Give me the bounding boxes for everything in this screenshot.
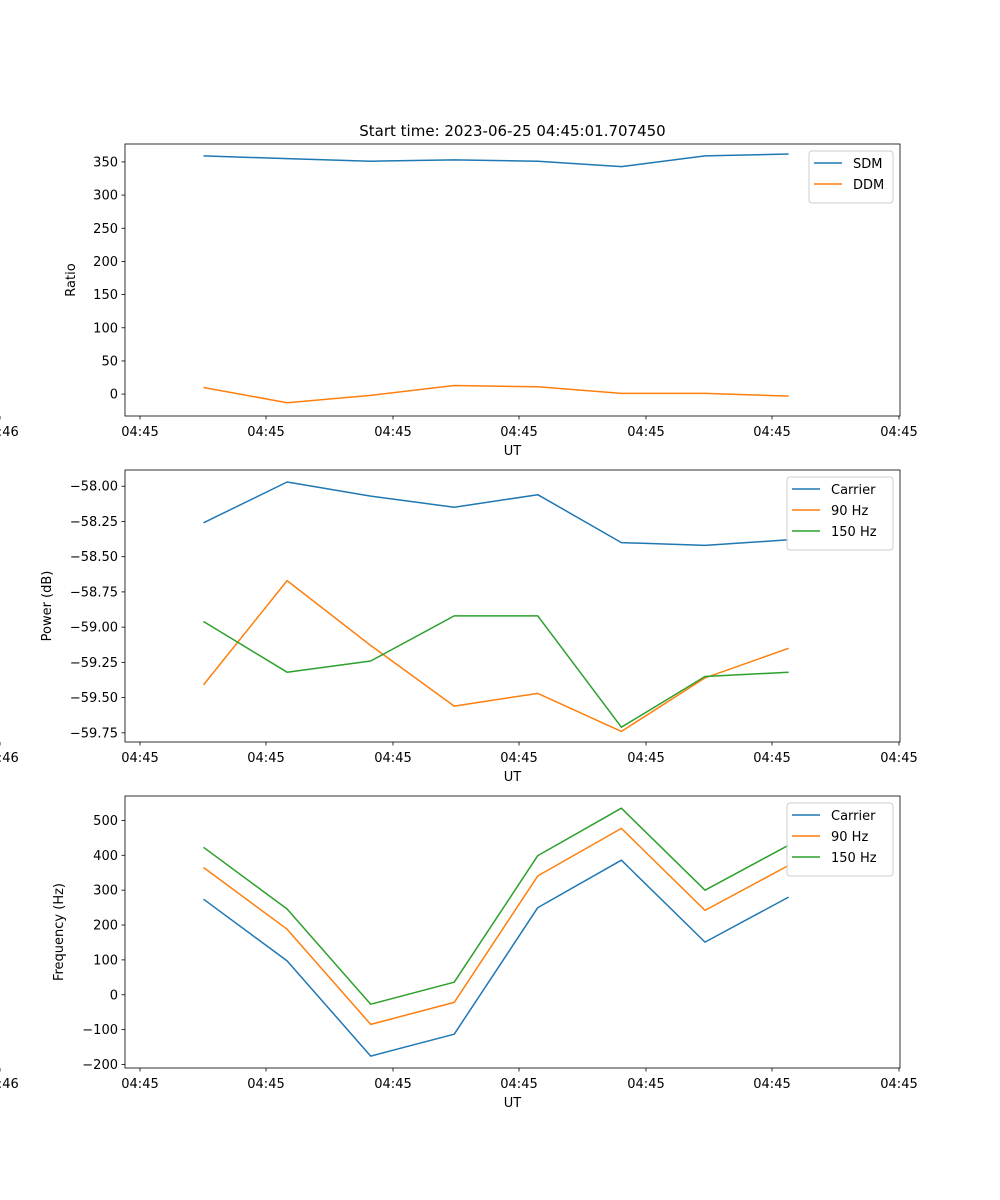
y-tick-label: 100 — [93, 953, 118, 968]
y-tick-label: 50 — [101, 354, 118, 369]
legend-label: Carrier — [831, 809, 876, 824]
series-line-2 — [202, 579, 789, 733]
y-tick-label: −100 — [82, 1023, 118, 1038]
y-tick-label: −58.00 — [70, 480, 118, 495]
series-line-1 — [203, 859, 789, 1057]
y-tick-label: 100 — [93, 321, 118, 336]
y-tick-label: 300 — [93, 884, 118, 899]
y-tick-label: −58.25 — [70, 515, 118, 530]
x-tick-label: 04:45 — [753, 1077, 790, 1092]
y-tick-label: 200 — [93, 919, 118, 934]
y-tick-label: 350 — [93, 155, 118, 170]
series-line-3 — [203, 807, 789, 1005]
x-tick-label: 04:46 — [0, 425, 19, 440]
y-axis-label: Ratio — [64, 263, 79, 296]
x-tick-label: 04:45 — [247, 1077, 284, 1092]
y-tick-label: 200 — [93, 255, 118, 270]
y-tick-label: 0 — [110, 388, 118, 403]
legend-label: 90 Hz — [831, 830, 868, 845]
x-tick-label: 04:45 — [500, 751, 537, 766]
x-tick-label: 04:45 — [121, 425, 158, 440]
y-tick-label: −59.50 — [70, 691, 118, 706]
y-axis-label: Frequency (Hz) — [52, 883, 67, 981]
x-tick-label: 04:45 — [880, 751, 917, 766]
legend-label: 90 Hz — [831, 504, 868, 519]
legend-label: 150 Hz — [831, 851, 877, 866]
y-tick-label: 150 — [93, 288, 118, 303]
subplot-1: 04:45 04:45 04:45 04:45 04:45 04:45 04:45 04:46… — [0, 143, 918, 459]
x-tick-label: 04:45 — [753, 425, 790, 440]
x-tick-label: 04:45 — [627, 425, 664, 440]
x-tick-label: 04:46 — [0, 751, 19, 766]
series-line-1 — [203, 153, 789, 168]
y-tick-label: 0 — [110, 988, 118, 1003]
x-tick-label: 04:45 — [374, 425, 411, 440]
x-tick-label: 04:45 — [880, 1077, 917, 1092]
x-axis-label: UT — [504, 770, 522, 785]
subplots: 04:45 04:45 04:45 04:45 04:45 04:45 04:45 04:46… — [0, 143, 918, 1111]
x-tick-label: 04:45 — [374, 751, 411, 766]
x-tick-label: 04:45 — [247, 751, 284, 766]
x-axis-label: UT — [504, 444, 522, 459]
legend-box — [808, 150, 894, 204]
x-tick-label: 04:45 — [880, 425, 917, 440]
axes-frame — [124, 795, 901, 1069]
x-tick-label: 04:46 — [0, 1077, 19, 1092]
subplot-2: 04:45 04:45 04:45 04:45 04:45 04:45 04:45 04:46… — [0, 469, 918, 785]
x-tick-label: 04:45 — [121, 1077, 158, 1092]
x-tick-label: 04:45 — [121, 751, 158, 766]
legend-label: DDM — [853, 178, 884, 193]
x-tick-label: 04:45 — [627, 1077, 664, 1092]
y-tick-label: −58.75 — [70, 585, 118, 600]
y-tick-label: −59.25 — [70, 656, 118, 671]
x-tick-label: 04:45 — [374, 1077, 411, 1092]
x-axis-label: UT — [504, 1096, 522, 1111]
y-tick-label: −59.00 — [70, 621, 118, 636]
series-line-2 — [203, 384, 789, 404]
legend-label: Carrier — [831, 483, 876, 498]
x-tick-label: 04:45 — [753, 751, 790, 766]
y-axis-label: Power (dB) — [40, 571, 55, 642]
legend: Carrier 90 Hz 150 Hz — [786, 476, 894, 551]
x-tick-label: 04:45 — [500, 1077, 537, 1092]
y-tick-label: 400 — [93, 849, 118, 864]
x-tick-label: 04:45 — [500, 425, 537, 440]
y-tick-label: 250 — [93, 222, 118, 237]
x-tick-label: 04:45 — [247, 425, 284, 440]
legend-label: SDM — [853, 157, 882, 172]
legend: SDM DDM — [808, 150, 894, 204]
legend-label: 150 Hz — [831, 525, 877, 540]
y-tick-label: −200 — [82, 1058, 118, 1073]
axes-frame — [124, 469, 901, 743]
y-tick-label: −58.50 — [70, 550, 118, 565]
series-line-2 — [203, 827, 789, 1026]
y-tick-label: −59.75 — [70, 726, 118, 741]
series-line-3 — [203, 615, 789, 728]
series-line-1 — [203, 481, 789, 547]
y-tick-label: 500 — [93, 814, 118, 829]
figure-title: Start time: 2023-06-25 04:45:01.707450 — [359, 122, 665, 140]
legend: Carrier 90 Hz 150 Hz — [786, 802, 894, 877]
x-tick-label: 04:45 — [627, 751, 664, 766]
y-tick-label: 300 — [93, 189, 118, 204]
subplot-3: 04:45 04:45 04:45 04:45 04:45 04:45 04:45 04:46… — [0, 795, 918, 1111]
axes-frame — [124, 143, 901, 417]
